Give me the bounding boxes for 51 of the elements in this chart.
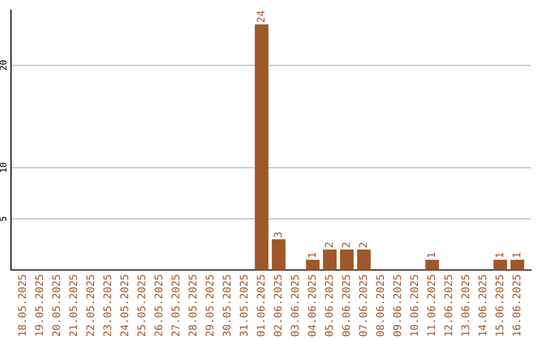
y-tick-label: 20 [0,60,6,70]
x-tick-label: 31.05.2025 [240,275,248,336]
x-tick-label: 26.05.2025 [154,275,162,336]
data-label: 1 [512,252,520,258]
x-tick-label: 29.05.2025 [206,275,214,336]
x-tick-label: 01.06.2025 [256,275,265,336]
x-tick-label: 15.06.2025 [495,275,504,336]
x-tick-label: 09.06.2025 [393,275,402,336]
x-tick-label: 10.06.2025 [410,275,418,336]
x-tick-label: 06.06.2025 [342,275,350,336]
bar [340,250,354,270]
x-tick-label: 03.06.2025 [290,275,299,336]
x-tick-label: 19.05.2025 [35,275,44,336]
x-tick-label: 20.05.2025 [52,275,60,336]
bar [510,260,524,270]
data-label: 2 [324,242,333,248]
data-label: 3 [274,232,282,238]
x-tick-label: 08.06.2025 [376,275,384,336]
bar [357,250,371,270]
x-tick-label: 18.05.2025 [18,275,26,336]
x-tick-label: 22.05.2025 [86,275,94,336]
x-tick-label: 24.05.2025 [120,275,128,336]
x-tick-label: 05.06.2025 [324,275,333,336]
x-tick-label: 28.05.2025 [188,275,196,336]
x-tick-label: 30.05.2025 [222,275,231,336]
data-label: 2 [359,242,367,248]
x-tick-label: 11.06.2025 [427,275,436,336]
x-tick-label: 25.05.2025 [137,275,146,336]
x-tick-label: 07.06.2025 [359,275,367,336]
data-label: 1 [427,252,436,258]
x-tick-label: 21.05.2025 [69,275,78,336]
bar [323,250,337,270]
data-label: 2 [342,242,350,248]
x-tick-label: 23.05.2025 [103,275,112,336]
x-tick-label: 14.06.2025 [478,275,486,336]
bar [425,260,439,270]
x-tick-label: 02.06.2025 [274,275,282,336]
data-label: 24 [256,10,265,22]
data-label: 1 [308,252,316,258]
bar [254,24,268,270]
y-tick-label: 5 [0,216,6,221]
x-tick-label: 13.06.2025 [461,275,470,336]
bar [493,260,508,270]
x-tick-label: 16.06.2025 [512,275,520,336]
bar [272,239,286,270]
x-tick-label: 27.05.2025 [172,275,180,336]
y-tick-label: 10 [0,162,6,172]
x-tick-label: 04.06.2025 [308,275,316,336]
data-label: 1 [496,252,504,258]
x-tick-label: 12.06.2025 [444,275,452,336]
bar [306,260,320,270]
